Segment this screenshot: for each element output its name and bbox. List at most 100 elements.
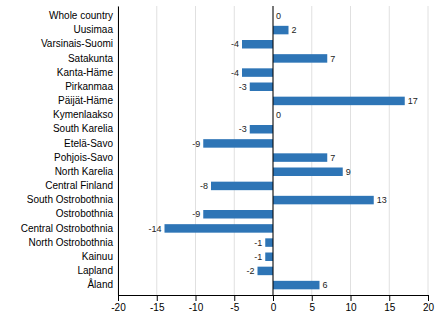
data-label: 9 <box>346 167 351 177</box>
data-label: -1 <box>254 252 262 262</box>
y-tick: Päijät-Häme <box>58 95 118 106</box>
data-label: 17 <box>408 96 418 106</box>
y-tick: Kainuu <box>82 251 118 262</box>
data-label: -4 <box>231 39 239 49</box>
y-tick-label: Åland <box>87 278 113 290</box>
y-tick-label: Satakunta <box>68 53 113 64</box>
x-tick-mark <box>234 295 235 301</box>
bar <box>273 196 374 205</box>
bar <box>242 40 273 49</box>
y-tick: Etelä-Savo <box>64 138 118 149</box>
y-tick-label: Whole country <box>49 10 113 21</box>
data-label: 7 <box>330 153 335 163</box>
chart-container: -20-15-10-505101520Whole countryUusimaaV… <box>0 0 442 317</box>
y-tick-label: North Karelia <box>55 166 114 177</box>
bar <box>258 267 274 276</box>
bar <box>265 238 273 247</box>
y-tick-label: South Ostrobothnia <box>27 194 114 205</box>
x-tick-mark <box>196 295 197 301</box>
y-tick-label: Central Ostrobothnia <box>21 223 114 234</box>
data-label: 0 <box>276 110 281 120</box>
bar <box>211 182 273 191</box>
bar <box>203 139 273 148</box>
data-label: -9 <box>192 139 200 149</box>
grid-line <box>350 6 351 295</box>
x-tick: -5 <box>230 295 239 313</box>
y-tick-label: Kainuu <box>82 251 113 262</box>
x-tick: 10 <box>345 295 357 313</box>
data-label: -2 <box>246 266 254 276</box>
y-axis-line <box>118 7 119 296</box>
y-tick: Satakunta <box>68 53 118 64</box>
y-tick-label: Central Finland <box>45 180 113 191</box>
data-label: -4 <box>231 68 239 78</box>
bar <box>273 153 327 162</box>
bar <box>273 54 327 63</box>
grid-line <box>156 6 157 295</box>
bar <box>273 281 320 290</box>
y-tick-label: Pirkanmaa <box>65 81 113 92</box>
x-tick: 20 <box>423 295 435 313</box>
x-tick-mark <box>273 295 274 301</box>
data-label: -3 <box>239 82 247 92</box>
y-axis: Whole countryUusimaaVarsinais-SuomiSatak… <box>21 7 119 296</box>
y-tick-label: Varsinais-Suomi <box>41 38 113 49</box>
x-tick-mark <box>157 295 158 301</box>
grid-line <box>273 6 274 295</box>
y-tick: Kanta-Häme <box>57 67 118 78</box>
x-tick: 15 <box>384 295 396 313</box>
y-tick-label: Kanta-Häme <box>57 67 114 78</box>
y-tick-label: Kymenlaakso <box>53 109 113 120</box>
y-tick: Pohjois-Savo <box>54 152 118 163</box>
baseline <box>273 6 274 295</box>
data-label: 7 <box>330 54 335 64</box>
plot: -20-15-10-505101520Whole countryUusimaaV… <box>21 6 435 313</box>
y-tick: Ostrobothnia <box>56 208 118 219</box>
grid-line <box>389 6 390 295</box>
data-label: -9 <box>192 209 200 219</box>
x-tick-mark <box>428 295 429 301</box>
x-tick-mark <box>351 295 352 301</box>
x-tick-label: 0 <box>271 302 277 313</box>
y-tick: Central Finland <box>45 180 118 191</box>
x-tick: 0 <box>271 295 277 313</box>
y-tick: Åland <box>87 278 118 290</box>
y-tick-label: Päijät-Häme <box>58 95 113 106</box>
x-tick-mark <box>389 295 390 301</box>
data-label: -3 <box>239 124 247 134</box>
data-labels: 02-47-4-3170-3-979-813-9-14-1-1-26 <box>148 11 417 290</box>
x-tick-label: 10 <box>345 302 357 313</box>
grid-line <box>195 6 196 295</box>
y-tick: North Karelia <box>55 166 118 177</box>
y-tick: Whole country <box>49 10 118 21</box>
y-tick: Varsinais-Suomi <box>41 38 118 49</box>
data-label: 13 <box>377 195 387 205</box>
chart: -20-15-10-505101520Whole countryUusimaaV… <box>0 0 442 317</box>
x-tick-label: -10 <box>189 302 204 313</box>
y-tick-label: Lapland <box>77 265 113 276</box>
bar <box>250 83 273 92</box>
y-tick-label: Etelä-Savo <box>64 138 113 149</box>
x-tick-label: 20 <box>423 302 435 313</box>
data-label: -1 <box>254 238 262 248</box>
x-tick: -20 <box>111 295 126 313</box>
grid-line <box>428 6 429 295</box>
y-tick-label: Ostrobothnia <box>56 208 114 219</box>
bar <box>273 168 343 177</box>
bar <box>273 26 289 35</box>
y-tick-label: South Karelia <box>53 123 113 134</box>
bar <box>250 125 273 134</box>
bars <box>165 26 405 290</box>
x-axis: -20-15-10-505101520 <box>111 295 434 313</box>
data-label: 6 <box>323 280 328 290</box>
bar <box>165 224 274 233</box>
x-tick-label: 5 <box>309 302 315 313</box>
x-tick-label: -20 <box>111 302 126 313</box>
x-tick-mark <box>312 295 313 301</box>
y-tick: South Ostrobothnia <box>27 194 118 205</box>
x-tick: -10 <box>189 295 204 313</box>
y-tick: Kymenlaakso <box>53 109 118 120</box>
y-tick-label: Pohjois-Savo <box>54 152 113 163</box>
y-tick: North Ostrobothnia <box>29 237 119 248</box>
x-axis-line <box>119 296 429 302</box>
